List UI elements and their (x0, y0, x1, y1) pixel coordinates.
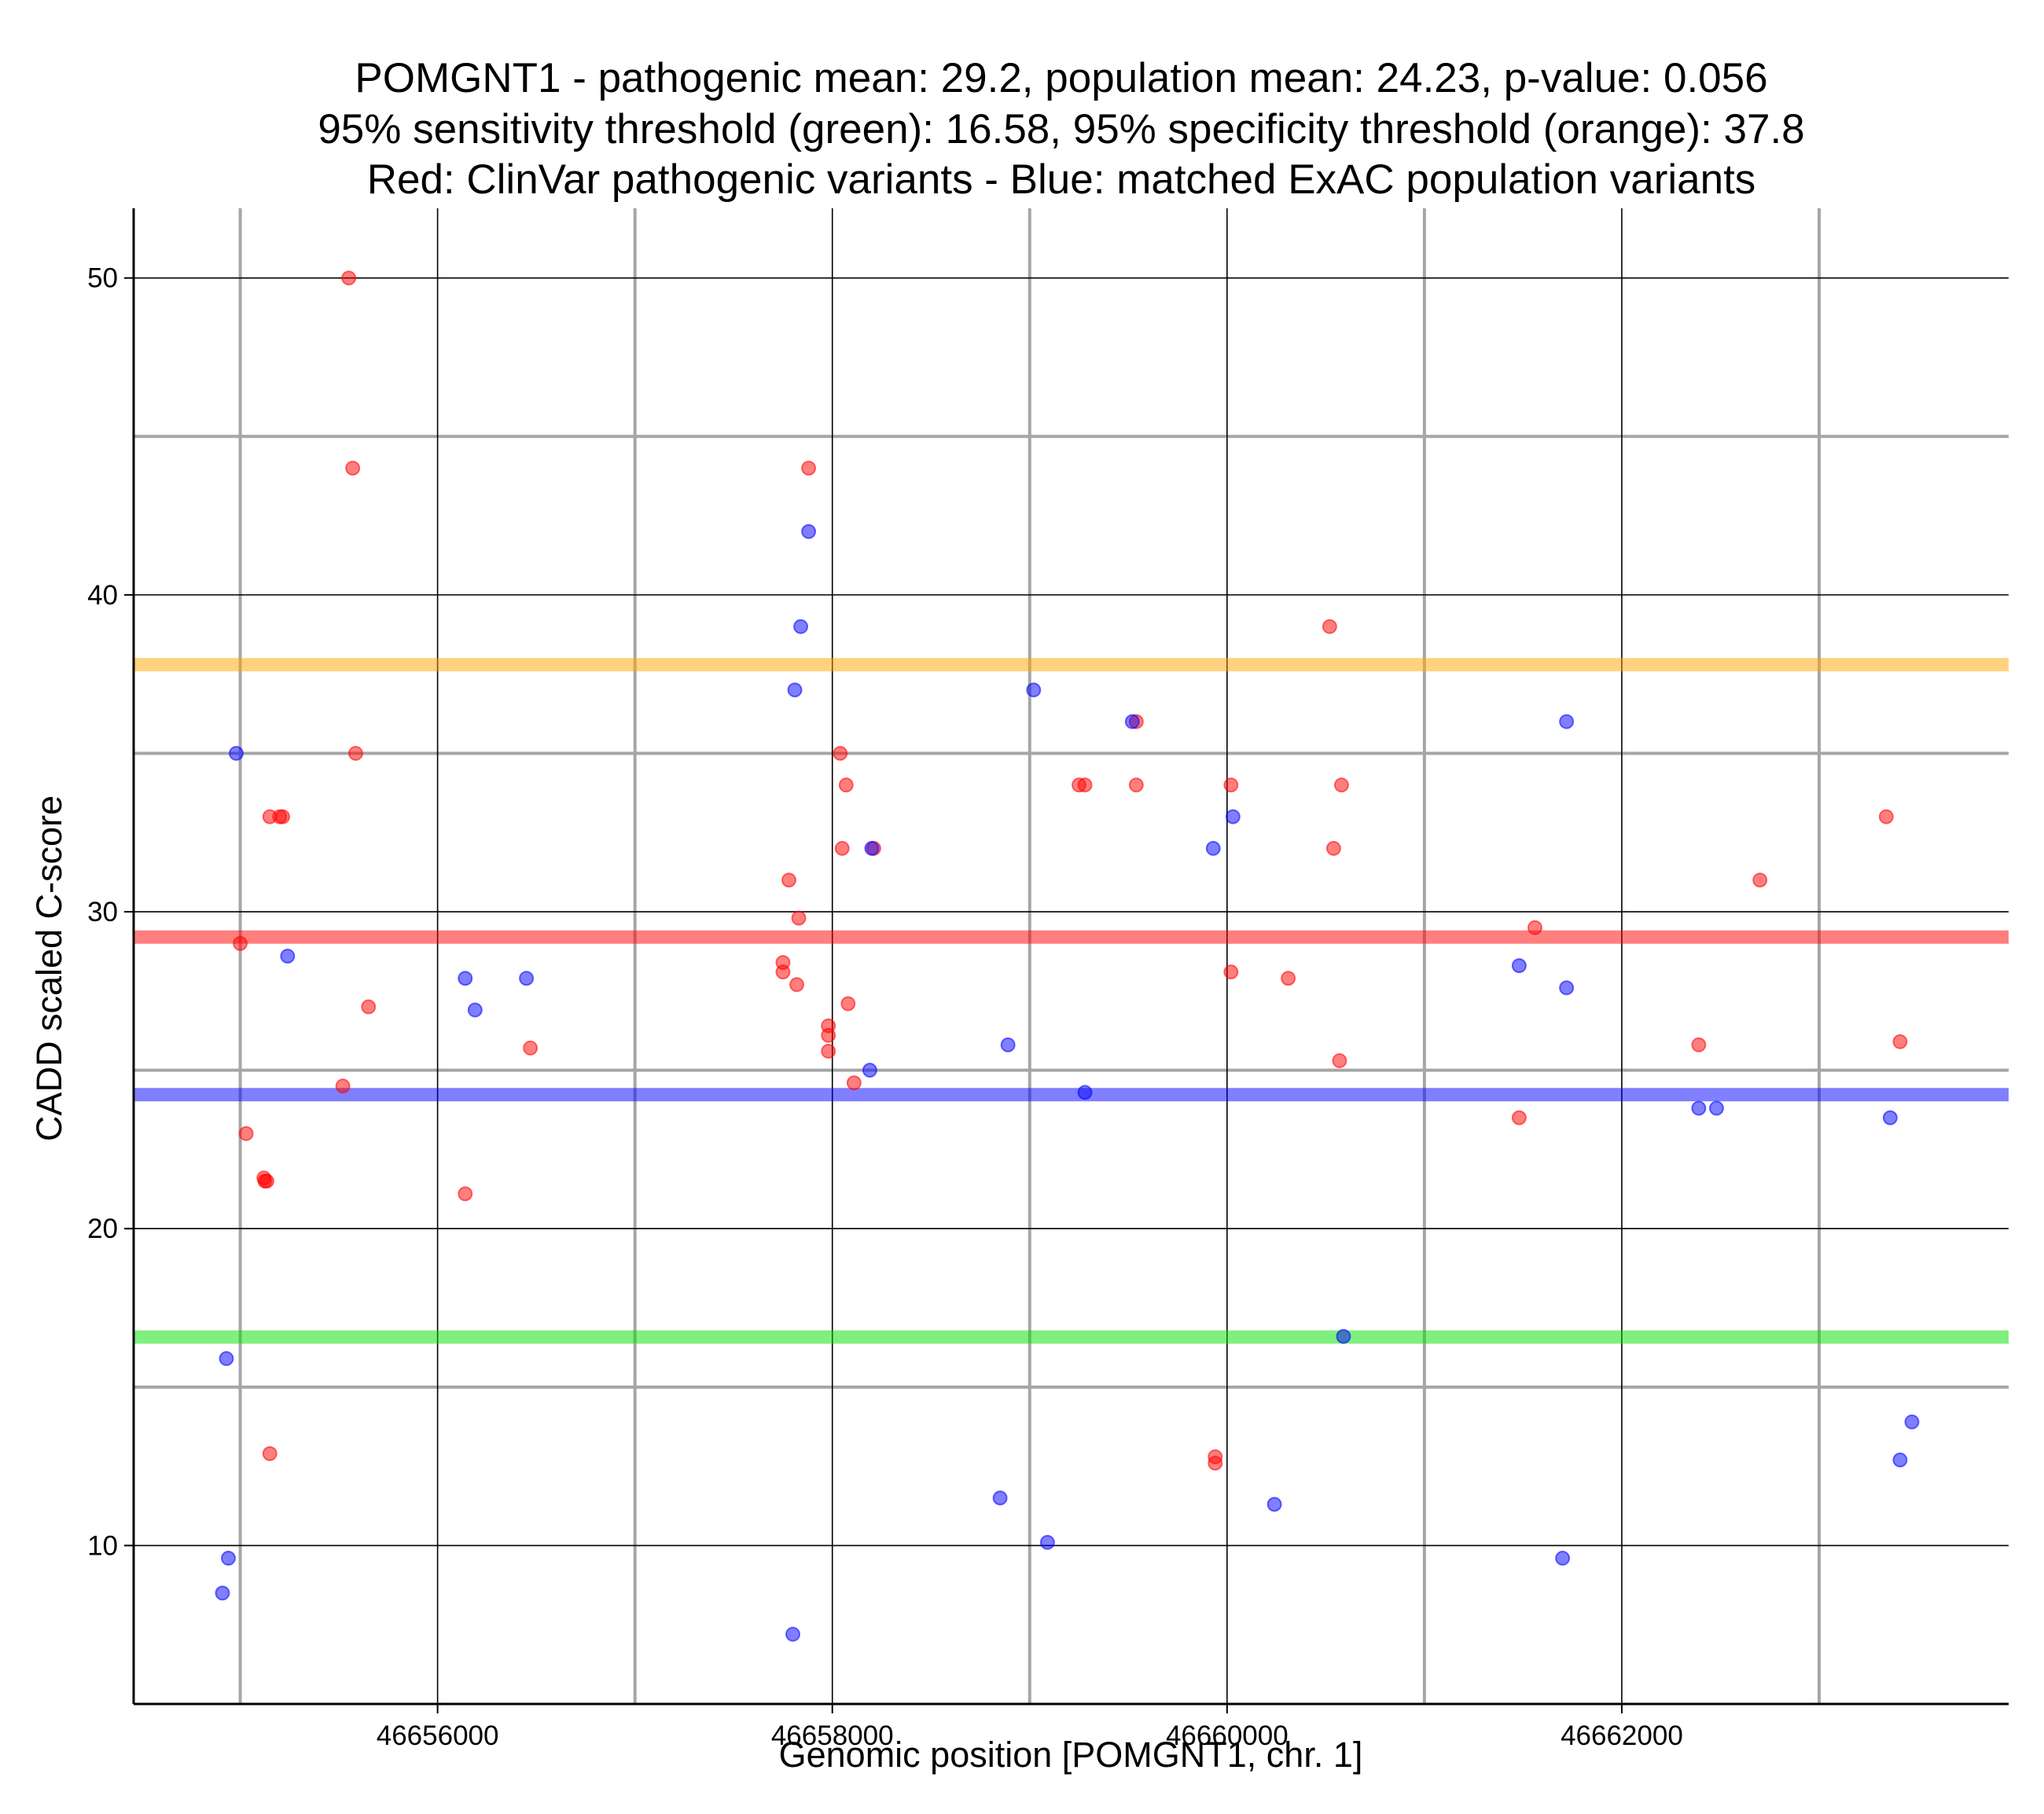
population-point (1559, 714, 1575, 729)
x-tick-label: 46660000 (1166, 1720, 1289, 1751)
pathogenic-point (781, 872, 796, 888)
pathogenic-point (1208, 1456, 1223, 1471)
pathogenic-point (1332, 1053, 1347, 1069)
ticks: 46656000 46658000 46660000 46662000 10 20 30 40… (87, 263, 1683, 1751)
pathogenic-point (789, 977, 805, 993)
population-point (787, 682, 803, 698)
pathogenic-point (1527, 920, 1542, 935)
pathogenic-point (834, 840, 850, 856)
population-point (1077, 1085, 1093, 1100)
population-point (1225, 809, 1241, 824)
population-point (1336, 1328, 1351, 1344)
pathogenic-point (238, 1125, 254, 1141)
pathogenic-point (259, 1173, 274, 1189)
pathogenic-point (275, 809, 291, 824)
axes (132, 208, 2009, 1706)
title-line-2: 95% sensitivity threshold (green): 16.58… (318, 106, 1804, 152)
pathogenic-point (1281, 971, 1296, 986)
population-point (519, 971, 535, 986)
pathogenic-point (1752, 872, 1768, 888)
population-point (1708, 1100, 1724, 1116)
population-point (215, 1585, 230, 1601)
x-tick-label: 46662000 (1561, 1720, 1683, 1751)
pathogenic-point (1223, 964, 1239, 980)
pathogenic-point (1892, 1034, 1908, 1049)
population-point (219, 1351, 234, 1367)
population-point (1904, 1414, 1920, 1430)
y-tick-label: 30 (87, 897, 118, 927)
pathogenic-point (341, 270, 357, 286)
pathogenic-point (801, 461, 817, 476)
pathogenic-point (1333, 777, 1349, 793)
population-point (221, 1551, 237, 1566)
pathogenic-point (347, 745, 363, 761)
population-point (862, 1063, 877, 1078)
y-tick-label: 50 (87, 263, 118, 294)
pathogenic-point (523, 1040, 539, 1056)
pathogenic-point (1878, 809, 1894, 824)
x-tick-label: 46658000 (771, 1720, 894, 1751)
x-tick-label: 46656000 (377, 1720, 499, 1751)
population-point (1691, 1100, 1707, 1116)
population-point (280, 949, 296, 964)
pathogenic-point (233, 935, 248, 951)
population-point (1555, 1551, 1571, 1566)
y-tick-label: 10 (87, 1530, 118, 1561)
pathogenic-point (335, 1078, 351, 1094)
population-point (1511, 958, 1527, 974)
pathogenic-point (791, 910, 807, 926)
pathogenic-point (1511, 1110, 1527, 1125)
chart-title: POMGNT1 - pathogenic mean: 29.2, populat… (318, 55, 1804, 203)
population-point (229, 745, 244, 761)
population-point (793, 619, 809, 634)
population-point (864, 840, 880, 856)
pathogenic-point (840, 996, 856, 1012)
pathogenic-point (846, 1075, 862, 1091)
pathogenic-point (1077, 777, 1093, 793)
pathogenic-point (1322, 619, 1337, 634)
y-tick-label: 20 (87, 1214, 118, 1244)
population-point (1266, 1496, 1282, 1512)
y-axis-label: CADD scaled C-score (29, 795, 69, 1141)
population-point (1124, 714, 1140, 729)
population-point (1882, 1110, 1898, 1125)
pathogenic-point (1325, 840, 1341, 856)
pathogenic-point (1128, 777, 1144, 793)
pathogenic-point (821, 1043, 836, 1059)
y-tick-label: 40 (87, 580, 118, 611)
pathogenic-point (361, 999, 377, 1015)
pathogenic-point (775, 964, 791, 980)
pathogenic-point (821, 1027, 836, 1043)
population-point (1205, 840, 1221, 856)
data-points (215, 270, 1920, 1642)
pathogenic-point (1223, 777, 1239, 793)
population-point (801, 523, 817, 539)
population-point (785, 1626, 801, 1642)
title-line-3: Red: ClinVar pathogenic variants - Blue:… (367, 156, 1756, 203)
population-point (1559, 980, 1575, 996)
pathogenic-point (458, 1186, 473, 1202)
population-point (1039, 1534, 1055, 1550)
title-line-1: POMGNT1 - pathogenic mean: 29.2, populat… (355, 55, 1767, 101)
reference-lines (134, 658, 2009, 1344)
pathogenic-point (833, 745, 848, 761)
population-point (458, 971, 473, 986)
population-point (1892, 1452, 1908, 1468)
pathogenic-point (262, 1445, 278, 1461)
x-axis-label: Genomic position [POMGNT1, chr. 1] (779, 1735, 1363, 1775)
population-point (992, 1490, 1008, 1506)
population-point (467, 1002, 483, 1018)
population-point (1026, 682, 1042, 698)
pathogenic-point (345, 461, 361, 476)
pathogenic-point (1691, 1037, 1707, 1052)
pathogenic-point (838, 777, 854, 793)
population-point (1000, 1037, 1016, 1052)
grid (134, 208, 2009, 1704)
